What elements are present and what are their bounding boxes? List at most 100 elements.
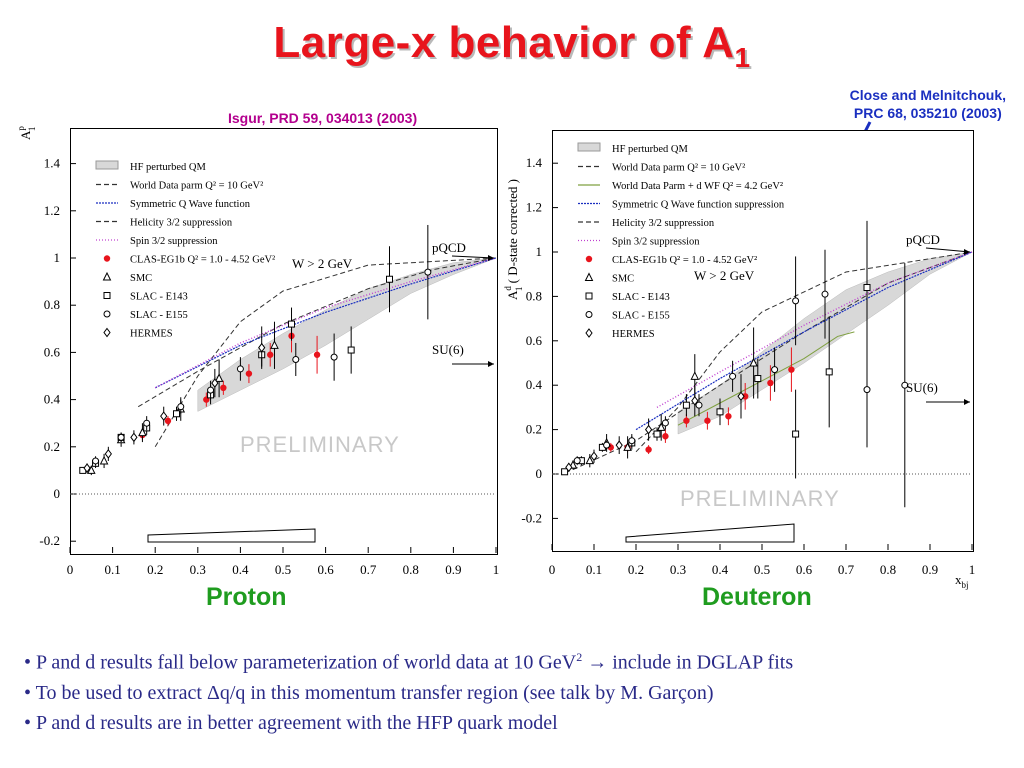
deuteron-clas-eg1b-point <box>788 366 795 373</box>
bullet-1-tail: include in DGLAP fits <box>607 651 794 674</box>
deuteron-slac-e155-point <box>729 372 737 380</box>
deuteron-hermes-point <box>737 391 745 402</box>
proton-ytick-label: 0.8 <box>44 297 60 312</box>
deuteron-pqcd-arrow <box>925 247 971 253</box>
deuteron-smc-point <box>690 371 700 380</box>
deuteron-ytick-label: 0.4 <box>526 377 543 392</box>
proton-su6-arrow-head <box>488 361 494 367</box>
proton-smc-point <box>86 465 96 474</box>
reference-close-melnitchouk: Close and Melnitchouk, PRC 68, 035210 (2… <box>850 86 1006 122</box>
deuteron-hermes-point <box>565 462 573 473</box>
proton-slac-e155-point <box>92 457 100 465</box>
proton-slac-e155-point <box>117 433 125 441</box>
proton-hermes-point <box>104 449 112 459</box>
proton-xtick-label: 0.9 <box>445 562 461 577</box>
deuteron-preliminary-watermark: PRELIMINARY <box>680 486 840 511</box>
deuteron-hermes-point <box>615 440 623 450</box>
reference-isgur: Isgur, PRD 59, 034013 (2003) <box>228 110 418 126</box>
deuteron-legend-swatch <box>584 272 594 281</box>
proton-label: Proton <box>206 583 287 611</box>
deuteron-hermes-point <box>590 451 598 462</box>
proton-slac-e143-point <box>347 346 355 354</box>
proton-xtick-label: 0 <box>67 562 74 577</box>
proton-slac-e155-point <box>143 419 151 427</box>
proton-systematic-band <box>147 528 316 543</box>
deuteron-su6-label: SU(6) <box>906 380 938 395</box>
proton-legend-swatch <box>102 271 112 281</box>
deuteron-legend-label: SLAC - E143 <box>612 292 670 303</box>
proton-ytick-label: 0.2 <box>44 439 60 454</box>
deuteron-smc-point <box>585 455 595 465</box>
deuteron-symmetric-q-curve <box>635 251 973 431</box>
deuteron-ytick-label: -0.2 <box>521 510 542 525</box>
deuteron-smc-point <box>656 422 666 431</box>
proton-xtick-label: 1 <box>493 562 500 577</box>
deuteron-pqcd-arrow-head <box>964 249 970 255</box>
proton-su6-label: SU(6) <box>432 342 464 357</box>
deuteron-clas-eg1b-point <box>725 413 732 420</box>
deuteron-legend-label: World Data parm Q² = 10 GeV² <box>612 163 745 174</box>
proton-slac-e155-point <box>177 403 185 411</box>
proton-preliminary-watermark: PRELIMINARY <box>240 432 400 457</box>
deuteron-ytick-label: 0.6 <box>526 333 543 348</box>
proton-hermes-point <box>130 432 138 443</box>
proton-hermes-point <box>83 463 91 473</box>
proton-legend-swatch <box>103 327 111 338</box>
proton-ytick-label: 0.6 <box>44 344 61 359</box>
proton-legend-label: Spin 3/2 suppression <box>130 236 218 247</box>
deuteron-slac-e155-point <box>863 386 871 394</box>
proton-legend-swatch <box>95 160 119 170</box>
proton-slac-e155-point <box>236 365 244 373</box>
page-title: Large-x behavior of A1 <box>0 18 1024 74</box>
proton-ylabel: Ap1 <box>16 126 37 140</box>
proton-xtick-label: 0.8 <box>403 562 419 577</box>
reference-close-line2: PRC 68, 035210 (2003) <box>853 105 1002 121</box>
proton-legend-swatch <box>103 292 111 299</box>
bullet-1-sup: 2 <box>576 650 583 664</box>
deuteron-slac-e155-point <box>661 419 669 427</box>
deuteron-legend-label: CLAS-EG1b Q² = 1.0 - 4.52 GeV² <box>612 255 757 266</box>
deuteron-slac-e155-point <box>792 297 800 305</box>
title-main: Large-x behavior of A <box>273 18 735 67</box>
proton-legend-label: SMC <box>130 273 152 284</box>
deuteron-slac-e155-point <box>628 437 636 445</box>
deuteron-smc-point <box>623 442 632 451</box>
deuteron-clas-eg1b-point <box>767 379 774 387</box>
proton-smc-point <box>214 373 224 382</box>
deuteron-xtick-label: 0 <box>549 562 556 577</box>
proton-legend-label: Symmetric Q Wave function <box>130 199 251 210</box>
arrow-icon: → <box>587 651 608 674</box>
proton-xtick-label: 0.1 <box>104 562 120 577</box>
deuteron-xtick-label: 0.6 <box>796 562 813 577</box>
bullet-2: • To be used to extract Δq/q in this mom… <box>24 681 714 704</box>
proton-hermes-point <box>211 378 219 388</box>
deuteron-world-parm-dwf-curve <box>677 331 855 426</box>
deuteron-clas-eg1b-point <box>645 446 652 453</box>
deuteron-clas-eg1b-point <box>662 433 669 440</box>
proton-ytick-label: 0.4 <box>44 392 61 407</box>
proton-xtick-label: 0.7 <box>360 562 377 577</box>
deuteron-ytick-label: 1.2 <box>526 200 542 215</box>
proton-hf-band <box>197 257 497 412</box>
proton-ytick-label: -0.2 <box>39 533 60 548</box>
deuteron-plot-frame <box>552 130 974 552</box>
proton-symmetric-q-curve <box>154 257 497 389</box>
deuteron-xtick-label: 0.8 <box>880 562 896 577</box>
proton-legend-label: Helicity 3/2 suppression <box>130 218 233 229</box>
proton-legend-label: SLAC - E143 <box>130 292 188 303</box>
deuteron-clas-eg1b-point <box>742 393 749 400</box>
deuteron-ylabel: Ad1 ( D-state corrected ) <box>503 179 524 300</box>
bullet-1-text: • P and d results fall below parameteriz… <box>24 651 577 674</box>
deuteron-legend-label: SMC <box>612 274 634 285</box>
asymmetry-charts: -0.2 0 0.2 0.4 0.6 0.8 1 1.2 1.4 0 0.1 0.2 0.3 0.4 0.5… <box>16 126 975 590</box>
proton-legend-label: CLAS-EG1b Q² = 1.0 - 4.52 GeV² <box>130 255 275 266</box>
proton-legend-swatch <box>103 255 111 262</box>
proton-slac-e155-point <box>424 268 432 276</box>
proton-clas-eg1b-point <box>267 351 274 358</box>
title-subscript: 1 <box>734 41 751 73</box>
deuteron-systematic-band <box>625 523 795 543</box>
deuteron-ytick-label: 0.8 <box>526 288 542 303</box>
proton-world-parm-curve <box>137 257 497 408</box>
deuteron-slac-e143-point <box>653 430 661 438</box>
deuteron-xtick-label: 0.3 <box>670 562 686 577</box>
